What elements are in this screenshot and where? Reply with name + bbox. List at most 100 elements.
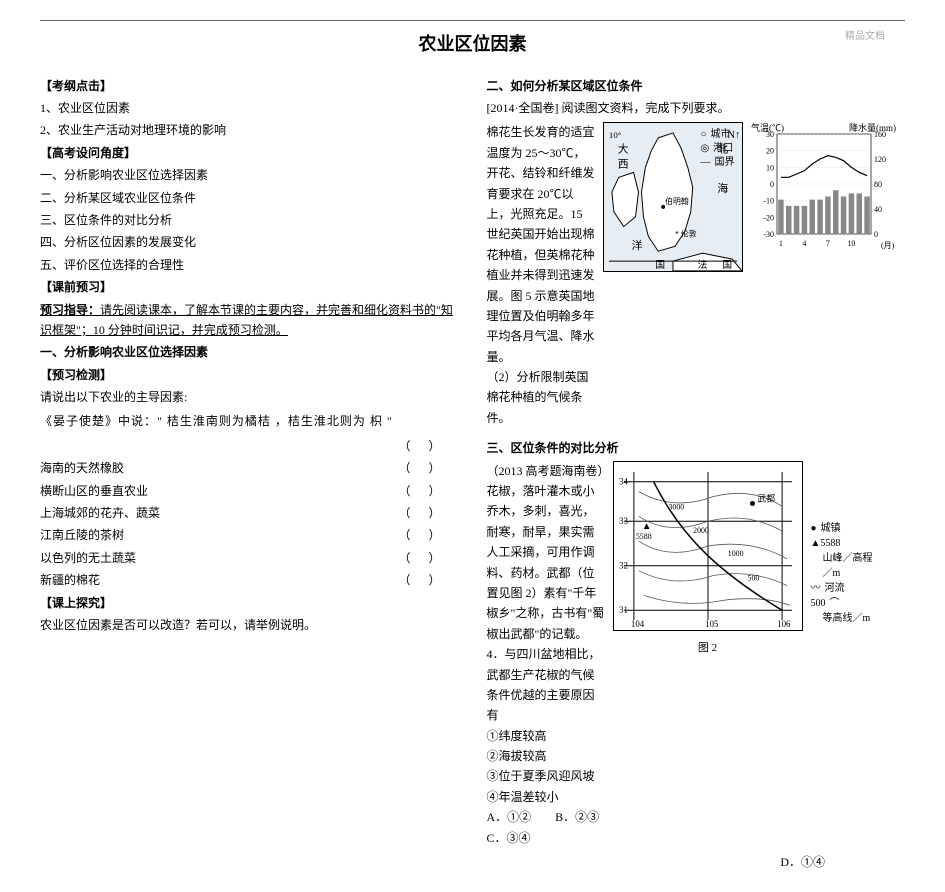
choice-d: D．①④	[487, 852, 906, 872]
svg-text:3000: 3000	[668, 502, 684, 511]
svg-text:105: 105	[705, 619, 719, 629]
item-label: 以色列的无土蔬菜	[40, 548, 136, 568]
svg-text:1: 1	[778, 239, 782, 248]
gaokao-item-4: 四、分析区位因素的发展变化	[40, 232, 459, 252]
section3-title: 三、区位条件的对比分析	[487, 438, 906, 458]
svg-text:500: 500	[747, 573, 759, 582]
climate-chart: 气温(℃)降水量(mm)3020100-10-20-30160120804001…	[749, 122, 899, 252]
paren-placeholder: （）	[398, 525, 458, 545]
svg-text:4: 4	[802, 239, 806, 248]
watermark: 精品文档	[845, 28, 885, 45]
section3-body: （2013 高考题海南卷）花椒，落叶灌木或小乔木，多刺，喜光，耐寒，耐旱，果实需…	[487, 464, 605, 641]
svg-text:40: 40	[874, 205, 882, 214]
figure1-text: 棉花生长发育的适宜温度为 25～30℃，开花、结铃和纤维发育要求在 20℃以上，…	[487, 122, 597, 428]
opt-4: ④年温差较小	[487, 790, 559, 804]
svg-text:106: 106	[777, 619, 791, 629]
map2-container: 104 105 106 31 32 33 34 3000 2000 1000	[613, 461, 803, 848]
paren-placeholder: （）	[398, 570, 458, 590]
svg-text:160: 160	[874, 130, 886, 139]
item-label: 新疆的棉花	[40, 570, 100, 590]
gaokao-item-1: 一、分析影响农业区位选择因素	[40, 165, 459, 185]
list-item: 横断山区的垂直农业 （）	[40, 481, 459, 501]
legend-river: 〰 河流	[811, 581, 881, 596]
preview-guide-label: 预习指导：	[40, 303, 100, 317]
svg-text:7: 7	[825, 239, 829, 248]
svg-text:0: 0	[874, 230, 878, 239]
left-column: 【考纲点击】 1、农业区位因素 2、农业生产活动对地理环境的影响 【高考设问角度…	[40, 74, 459, 873]
paren-placeholder: （）	[398, 503, 458, 523]
section2-question: （2）分析限制英国棉花种植的气候条件。	[487, 370, 589, 425]
wudu-map-figure: 104 105 106 31 32 33 34 3000 2000 1000	[613, 461, 803, 631]
item-label: 上海城郊的花卉、蔬菜	[40, 503, 160, 523]
map2-caption: 图 2	[613, 639, 803, 658]
map-city: 伯明翰	[665, 196, 689, 206]
legend-peak: ▲5588	[811, 536, 881, 551]
legend-contour-label: 等高线／m	[811, 611, 881, 626]
list-item: 江南丘陵的茶树 （）	[40, 525, 459, 545]
chart-and-legend: 气温(℃)降水量(mm)3020100-10-20-30160120804001…	[749, 122, 899, 428]
gaokao-label: 【高考设问角度】	[40, 143, 459, 163]
list-item: 以色列的无土蔬菜 （）	[40, 548, 459, 568]
paren-placeholder: （）	[398, 481, 458, 501]
figure1-wrap: 棉花生长发育的适宜温度为 25～30℃，开花、结铃和纤维发育要求在 20℃以上，…	[487, 122, 906, 428]
quote-line: 《晏子使楚》中说：" 桔生淮南则为橘桔 ，桔生淮北则为 枳 "	[40, 411, 459, 431]
opt-3: ③位于夏季风迎风坡	[487, 769, 595, 783]
svg-text:-10: -10	[763, 197, 774, 206]
legend-border: — 国界	[701, 156, 743, 170]
section3-question: 4．与四川盆地相比，武都生产花椒的气候条件优越的主要原因有	[487, 647, 601, 722]
kaogang-item-2: 2、农业生产活动对地理环境的影响	[40, 120, 459, 140]
svg-text:武都: 武都	[757, 492, 775, 503]
kaogang-label: 【考纲点击】	[40, 76, 459, 96]
section2-body: 棉花生长发育的适宜温度为 25～30℃，开花、结铃和纤维发育要求在 20℃以上，…	[487, 125, 595, 363]
page-title: 农业区位因素	[40, 29, 905, 60]
keshang-label: 【课上探究】	[40, 593, 459, 613]
yuxi-label: 【预习检测】	[40, 365, 459, 385]
paren-placeholder: （）	[398, 436, 458, 456]
keshang-question: 农业区位因素是否可以改造？若可以，请举例说明。	[40, 615, 459, 635]
svg-text:-30: -30	[763, 230, 774, 239]
preview-guide-text: 请先阅读课本，了解本节课的主要内容，并完善和细化资料书的"知识框架"；10 分钟…	[40, 303, 453, 337]
top-rule	[40, 20, 905, 21]
keqian-label: 【课前预习】	[40, 277, 459, 297]
svg-text:(月): (月)	[881, 241, 895, 250]
svg-text:5588: 5588	[635, 532, 651, 541]
map2-legend: ● 城镇 ▲5588 山峰／高程／m 〰 河流 500⌒ 等高线／m	[811, 461, 881, 848]
svg-text:80: 80	[874, 180, 882, 189]
svg-text:0: 0	[770, 180, 774, 189]
list-item: 海南的天然橡胶 （）	[40, 458, 459, 478]
gaokao-item-2: 二、分析某区域农业区位条件	[40, 188, 459, 208]
map-text: 洋	[631, 239, 642, 253]
map-text: 西	[617, 159, 628, 171]
list-item: （）	[40, 436, 459, 456]
map-text: 海	[717, 181, 728, 195]
main-columns: 【考纲点击】 1、农业区位因素 2、农业生产活动对地理环境的影响 【高考设问角度…	[40, 74, 905, 873]
figure2-text: （2013 高考题海南卷）花椒，落叶灌木或小乔木，多刺，喜光，耐寒，耐旱，果实需…	[487, 461, 605, 848]
svg-text:10: 10	[847, 239, 855, 248]
legend-town: ● 城镇	[811, 521, 881, 536]
svg-text:2000: 2000	[693, 526, 709, 535]
opt-1: ①纬度较高	[487, 729, 547, 743]
kaogang-item-1: 1、农业区位因素	[40, 98, 459, 118]
gaokao-item-5: 五、评价区位选择的合理性	[40, 255, 459, 275]
legend-port: ◎ 港口	[701, 142, 743, 156]
map-text: 大	[617, 142, 628, 156]
list-item: 新疆的棉花 （）	[40, 570, 459, 590]
legend-city: ○ 城市	[701, 128, 743, 142]
right-column: 二、如何分析某区域区位条件 [2014·全国卷] 阅读图文资料，完成下列要求。 …	[487, 74, 906, 873]
legend-contour: 500⌒	[811, 596, 881, 611]
item-label: 海南的天然橡胶	[40, 458, 124, 478]
svg-text:-20: -20	[763, 214, 774, 223]
svg-text:120: 120	[874, 155, 886, 164]
lat-label: 10°	[608, 130, 621, 140]
svg-text:降水量(mm): 降水量(mm)	[849, 122, 896, 133]
item-label: 横断山区的垂直农业	[40, 481, 148, 501]
section2-source: [2014·全国卷] 阅读图文资料，完成下列要求。	[487, 98, 906, 118]
figure2-wrap: （2013 高考题海南卷）花椒，落叶灌木或小乔木，多刺，喜光，耐寒，耐旱，果实需…	[487, 461, 906, 848]
yuxi-intro: 请说出以下农业的主导因素:	[40, 387, 459, 407]
list-item: 上海城郊的花卉、蔬菜 （）	[40, 503, 459, 523]
paren-placeholder: （）	[398, 548, 458, 568]
svg-text:32: 32	[619, 560, 628, 570]
svg-text:33: 33	[619, 516, 628, 526]
svg-text:104: 104	[630, 619, 644, 629]
section1-title: 一、分析影响农业区位选择因素	[40, 342, 459, 362]
